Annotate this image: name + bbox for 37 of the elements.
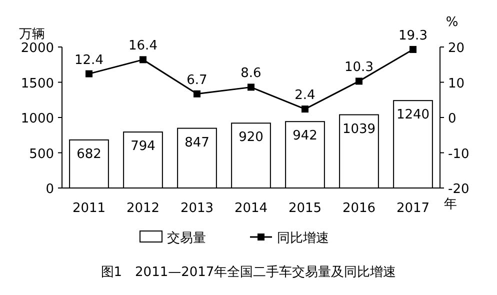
legend-text: 同比增速 [277, 231, 329, 246]
data-label: 847 [184, 135, 210, 150]
y-tick: 500 [29, 146, 54, 162]
y2-tick: -10 [448, 146, 470, 162]
y2label: % [446, 15, 458, 30]
x-tick: 2016 [342, 201, 376, 216]
x-tick: 2015 [288, 201, 322, 216]
y-tick: 0 [46, 182, 54, 197]
x-tick: 2011 [72, 201, 106, 216]
data-label: 682 [76, 146, 102, 162]
data-label: 1039 [342, 122, 376, 137]
y2-tick: 0 [448, 112, 456, 126]
data-label: 19.3 [398, 28, 428, 44]
ylabel: 万辆 [19, 27, 45, 42]
xlabel: 年 [444, 197, 457, 212]
legend-text: 交易量 [167, 231, 206, 246]
data-label: 10.3 [344, 60, 374, 76]
y-tick: 1500 [20, 76, 54, 92]
y2-tick: -20 [448, 182, 470, 197]
x-tick: 2014 [234, 201, 268, 216]
data-label: 12.4 [74, 52, 104, 68]
title: 图1 2011—2017年全国二手车交易量及同比增速 [100, 265, 396, 280]
data-label: 942 [292, 128, 318, 144]
data-label: 1240 [396, 108, 430, 123]
data-label: 920 [238, 130, 264, 146]
y2-tick: 10 [448, 76, 465, 92]
x-tick: 2012 [126, 201, 160, 216]
y2-tick: 20 [448, 41, 465, 56]
y-tick: 2000 [20, 41, 54, 56]
data-label: 16.4 [128, 38, 158, 54]
data-label: 794 [130, 139, 156, 154]
x-tick: 2013 [180, 201, 214, 216]
data-label: 6.7 [186, 72, 208, 88]
data-label: 2.4 [294, 88, 316, 104]
data-label: 8.6 [240, 66, 262, 82]
x-tick: 2017 [396, 201, 430, 216]
y-tick: 1000 [20, 112, 54, 126]
